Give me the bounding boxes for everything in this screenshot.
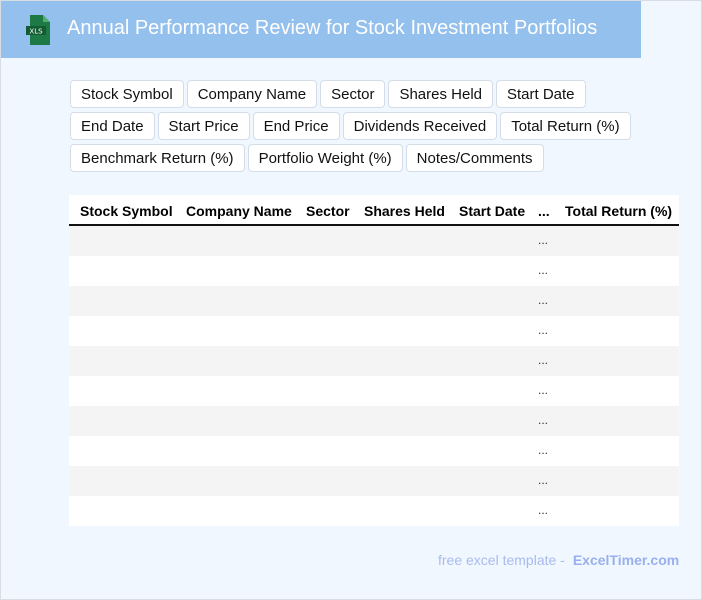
header-bar: XLS Annual Performance Review for Stock …: [1, 1, 641, 58]
brand-link[interactable]: ExcelTimer.com: [572, 552, 680, 568]
column-header: Company Name: [186, 203, 292, 219]
table-row: ...: [69, 496, 679, 526]
ellipsis-cell: ...: [538, 503, 549, 517]
svg-text:XLS: XLS: [29, 28, 43, 36]
ellipsis-cell: ...: [538, 233, 549, 247]
ellipsis-cell: ...: [538, 383, 549, 397]
xls-file-icon: XLS: [26, 15, 50, 45]
field-tag[interactable]: End Price: [252, 112, 340, 140]
ellipsis-cell: ...: [538, 293, 549, 307]
data-table: Stock Symbol Company Name Sector Shares Hel…: [69, 195, 679, 526]
column-header: Start Date: [459, 203, 526, 219]
field-tag[interactable]: Total Return (%): [500, 112, 631, 140]
page-title: Annual Performance Review for Stock Inve…: [67, 17, 598, 39]
table-row: ...: [69, 466, 679, 496]
table-header: Stock Symbol Company Name Sector Shares Hel…: [69, 195, 679, 226]
field-tag[interactable]: Company Name: [186, 80, 318, 108]
column-header: Total Return (%): [565, 203, 673, 219]
table-row: ...: [69, 256, 679, 286]
ellipsis-cell: ...: [538, 323, 549, 337]
ellipsis-cell: ...: [538, 443, 549, 457]
field-tag[interactable]: Sector: [320, 80, 386, 108]
table-row: ...: [69, 406, 679, 436]
field-tag[interactable]: Stock Symbol: [70, 80, 184, 108]
field-tags: Stock Symbol Company Name Sector Shares Hel…: [70, 80, 670, 172]
ellipsis-cell: ...: [538, 413, 549, 427]
ellipsis-cell: ...: [538, 473, 549, 487]
field-tag[interactable]: Portfolio Weight (%): [247, 144, 403, 172]
field-tag[interactable]: Dividends Received: [342, 112, 498, 140]
ellipsis-cell: ...: [538, 263, 549, 277]
column-header: Shares Held: [364, 203, 445, 219]
table-row: ...: [69, 346, 679, 376]
field-tag[interactable]: End Date: [70, 112, 155, 140]
field-tag[interactable]: Shares Held: [388, 80, 493, 108]
field-tag[interactable]: Benchmark Return (%): [70, 144, 245, 172]
ellipsis-cell: ...: [538, 353, 549, 367]
table-row: ...: [69, 226, 679, 256]
column-header: ...: [538, 203, 550, 219]
column-header: Sector: [306, 203, 350, 219]
table-row: ...: [69, 436, 679, 466]
table-row: ...: [69, 316, 679, 346]
footer-text: free excel template -: [438, 552, 565, 568]
column-header: Stock Symbol: [80, 203, 173, 219]
table-row: ...: [69, 376, 679, 406]
field-tag[interactable]: Start Date: [496, 80, 586, 108]
table-row: ...: [69, 286, 679, 316]
field-tag[interactable]: Notes/Comments: [405, 144, 544, 172]
field-tag[interactable]: Start Price: [157, 112, 250, 140]
footer: free excel template - ExcelTimer.com: [438, 552, 679, 568]
